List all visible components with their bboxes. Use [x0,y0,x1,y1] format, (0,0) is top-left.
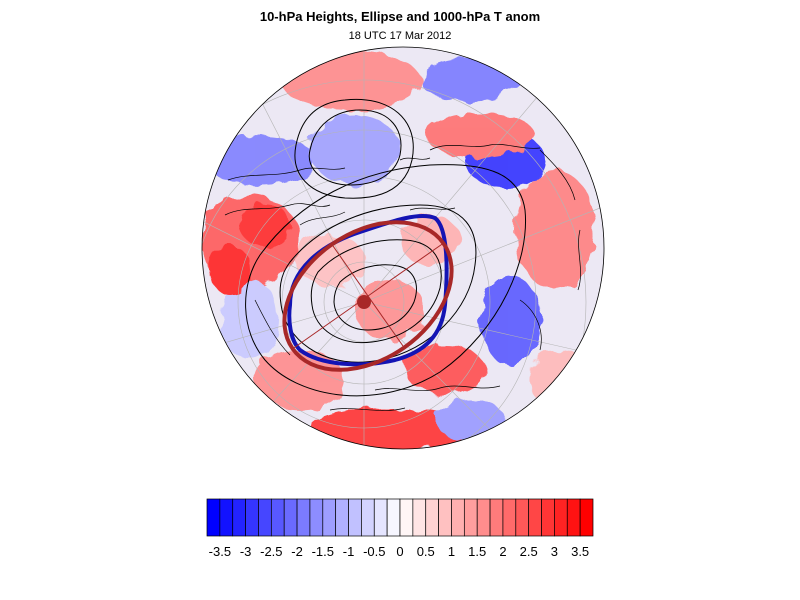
figure-subtitle: 18 UTC 17 Mar 2012 [348,30,452,42]
colorbar-box [361,498,375,537]
colorbar-box [566,498,581,537]
colorbar-box [219,498,234,537]
colorbar-box [515,498,530,537]
colorbar-box [463,498,478,537]
colorbar-box [206,498,221,537]
colorbar-box [296,498,311,537]
colorbar-box [554,498,568,537]
colorbar-box [528,498,542,537]
colorbar-box [438,498,452,537]
colorbar-tick-label: 1.5 [468,544,486,559]
colorbar-tick-label: -3.5 [209,544,231,559]
graticule [202,47,604,449]
colorbar-box [579,498,594,537]
colorbar-tick-label: -3 [240,544,252,559]
colorbar-box [270,498,285,537]
colorbar-tick-label: 0 [396,544,403,559]
fitted-ellipse-group [282,220,454,372]
colorbar-box [348,498,362,537]
colorbar-tick-label: -0.5 [363,544,385,559]
colorbar-box [476,498,491,537]
colorbar-tick-label: -1 [343,544,355,559]
vortex-edge-contour [287,213,449,367]
colorbar-box [425,498,439,537]
colorbar-box [399,498,414,537]
colorbar-box [502,498,517,537]
colorbar-tick-label: 1 [448,544,455,559]
colorbar-labels: -3.5 -3 -2.5 -2 -1.5 -1 -0.5 0 0.5 1 1.5 2 2.5 3 3.5 [209,544,590,559]
colorbar-tick-label: 3 [551,544,558,559]
colorbar-box [386,498,401,537]
coastlines [224,143,581,411]
colorbar-box [335,498,349,537]
colorbar-tick-label: -2 [291,544,303,559]
vortex-centroid [357,295,371,309]
colorbar-tick-label: -1.5 [312,544,334,559]
colorbar-box [412,498,427,537]
colorbar-boxes [206,498,594,537]
colorbar-tick-label: -2.5 [260,544,282,559]
colorbar-box [541,498,555,537]
globe-outline [201,46,605,450]
colorbar-tick-label: 2 [499,544,506,559]
colorbar-box [373,498,388,537]
colorbar-box [322,498,337,537]
figure-title: 10-hPa Heights, Ellipse and 1000-hPa T a… [259,9,541,24]
colorbar-tick-label: 0.5 [417,544,435,559]
ellipse-minor-axis [331,244,405,348]
colorbar-tick-label: 3.5 [571,544,589,559]
colorbar-box [283,498,298,537]
colorbar-box [451,498,465,537]
height-contours [245,98,527,397]
colorbar-box [232,498,246,537]
colorbar-box [309,498,324,537]
colorbar-tick-label: 2.5 [520,544,538,559]
colorbar-box [489,498,504,537]
colorbar-box [258,498,272,537]
colorbar-box [245,498,259,537]
